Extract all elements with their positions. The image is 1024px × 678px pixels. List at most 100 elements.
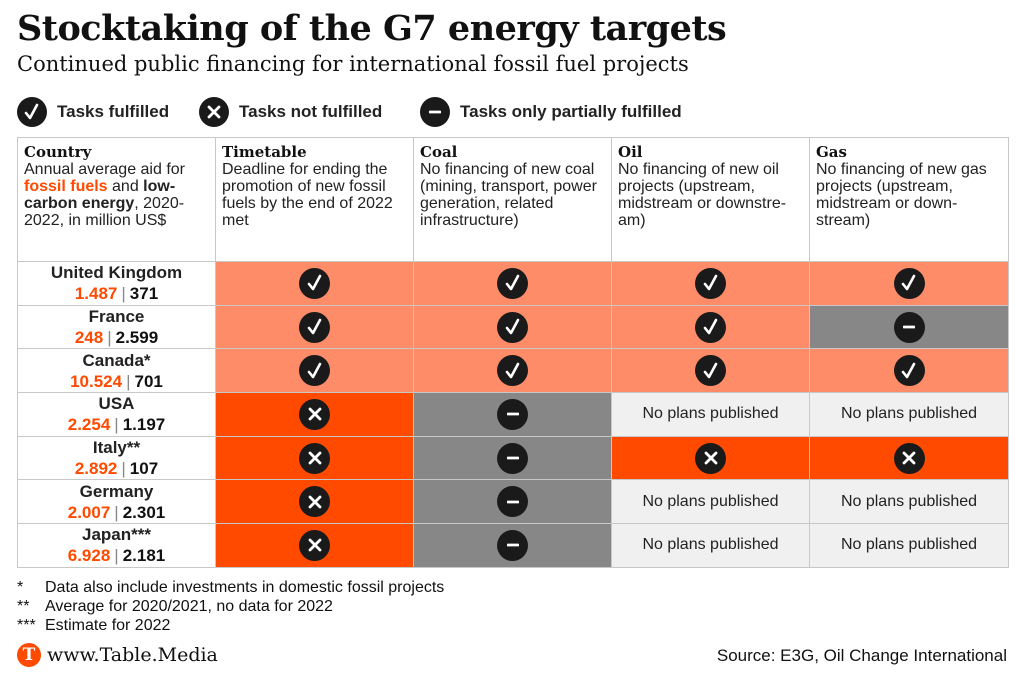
status-cell-oil: No plans published (611, 392, 810, 437)
country-name: France (88, 307, 145, 327)
brand-url: www.Table.Media (47, 644, 218, 666)
status-cell-timetable (215, 392, 414, 437)
dash-icon (497, 398, 528, 430)
check-icon (299, 267, 330, 299)
table-body: United Kingdom 1.487 | 371 France 248 | 2.599 Ca… (17, 261, 1009, 568)
status-cell-oil: No plans published (611, 523, 810, 568)
source-note: Source: E3G, Oil Change International (716, 646, 1007, 665)
status-cell-gas: No plans published (809, 392, 1009, 437)
footnote: *** Estimate for 2022 (17, 616, 444, 635)
table-row: Japan*** 6.928 | 2.181 No plans published No … (17, 523, 1009, 568)
header-oil: Oil No financing of new oil projects (up… (611, 137, 810, 262)
dash-icon (497, 529, 528, 561)
x-icon (199, 97, 229, 127)
low-carbon-aid-value: 107 (129, 459, 159, 479)
country-cell: Germany 2.007 | 2.301 (17, 479, 216, 525)
legend-label-not-fulfilled: Tasks not fulfilled (239, 102, 383, 121)
aid-values: 2.007 | 2.301 (18, 502, 215, 523)
value-separator: | (126, 371, 131, 391)
x-icon (299, 529, 330, 561)
footnote-text: Estimate for 2022 (45, 617, 171, 634)
status-cell-oil (611, 304, 810, 350)
country-name: United Kingdom (50, 263, 183, 283)
check-icon (893, 355, 925, 387)
aid-values: 2.892 | 107 (18, 458, 215, 479)
value-separator: | (121, 284, 126, 304)
legend: Tasks fulfilled Tasks not fulfilled Task… (17, 97, 1017, 127)
country-name: USA (98, 394, 135, 414)
status-cell-timetable (215, 261, 414, 306)
table-row: United Kingdom 1.487 | 371 (17, 261, 1009, 306)
x-icon (695, 442, 726, 474)
status-cell-timetable (215, 304, 414, 350)
fossil-aid-value: 248 (74, 328, 104, 348)
status-cell-timetable (215, 435, 414, 481)
status-cell-gas (809, 304, 1009, 350)
header-country-fossil: fossil fuels (24, 178, 108, 195)
status-cell-oil (611, 435, 810, 481)
legend-label-partial: Tasks only partially fulfilled (460, 102, 682, 121)
status-cell-gas: No plans published (809, 523, 1009, 568)
status-cell-coal (413, 392, 612, 437)
fossil-aid-value: 10.524 (70, 371, 123, 391)
status-cell-oil (611, 261, 810, 306)
status-cell-coal (413, 435, 612, 481)
status-cell-gas (809, 348, 1009, 394)
low-carbon-aid-value: 2.301 (122, 502, 166, 522)
header-country-low: low-carbon energy (24, 178, 176, 212)
footnote-mark: * (17, 579, 24, 596)
header-country-mid: and (107, 178, 144, 195)
table-row: USA 2.254 | 1.197 No plans published No plans… (17, 392, 1009, 437)
header-gas: Gas No financing of new gas projects (up… (809, 137, 1009, 262)
chart-title: Stocktaking of the G7 energy targets (17, 8, 727, 49)
check-icon (695, 311, 726, 343)
check-icon (497, 267, 528, 299)
fossil-aid-value: 1.487 (74, 284, 118, 304)
country-name: Italy** (92, 438, 141, 458)
check-icon (299, 355, 330, 387)
header-country-pre: Annual average aid for (24, 161, 185, 178)
header-country: Country Annual average aid for fossil fu… (17, 137, 216, 262)
value-separator: | (114, 502, 119, 522)
chart-subtitle: Continued public financing for internati… (17, 52, 689, 76)
value-separator: | (107, 328, 112, 348)
country-name: Canada* (82, 350, 151, 370)
footnotes: * Data also include investments in domest… (17, 578, 444, 635)
country-cell: Canada* 10.524 | 701 (17, 348, 216, 394)
check-icon (497, 311, 528, 343)
header-oil-title: Oil (618, 143, 643, 161)
low-carbon-aid-value: 371 (129, 284, 159, 304)
status-cell-coal (413, 304, 612, 350)
header-gas-title: Gas (816, 143, 847, 161)
header-coal: Coal No financing of new coal (mining, t… (413, 137, 612, 262)
status-cell-timetable (215, 479, 414, 525)
country-name: Germany (79, 481, 154, 501)
check-icon (17, 97, 47, 127)
aid-values: 248 | 2.599 (18, 327, 215, 348)
country-cell: France 248 | 2.599 (17, 304, 216, 350)
footnote-text: Data also include investments in domesti… (45, 579, 445, 596)
legend-label-fulfilled: Tasks fulfilled (57, 102, 170, 121)
dash-icon (893, 311, 925, 343)
table-media-logo-icon: T (17, 643, 41, 667)
footnote-mark: ** (17, 598, 30, 615)
status-cell-coal (413, 261, 612, 306)
footnote-mark: *** (17, 617, 36, 634)
fossil-aid-value: 2.007 (67, 502, 111, 522)
header-timetable: Timetable Deadline for ending the promot… (215, 137, 414, 262)
check-icon (695, 355, 726, 387)
status-cell-gas (809, 435, 1009, 481)
check-icon (299, 311, 330, 343)
aid-values: 10.524 | 701 (18, 371, 215, 392)
fossil-aid-value: 2.254 (67, 415, 111, 435)
header-country-title: Country (24, 143, 92, 161)
x-icon (893, 442, 925, 474)
status-cell-gas (809, 261, 1009, 306)
country-cell: Italy** 2.892 | 107 (17, 435, 216, 481)
check-icon (695, 267, 726, 299)
header-coal-desc: No financing of new coal (mining, transp… (420, 161, 597, 229)
header-coal-title: Coal (420, 143, 458, 161)
dash-icon (497, 442, 528, 474)
low-carbon-aid-value: 2.599 (115, 328, 159, 348)
header-oil-desc: No financing of new oil projects (upstre… (618, 161, 787, 229)
